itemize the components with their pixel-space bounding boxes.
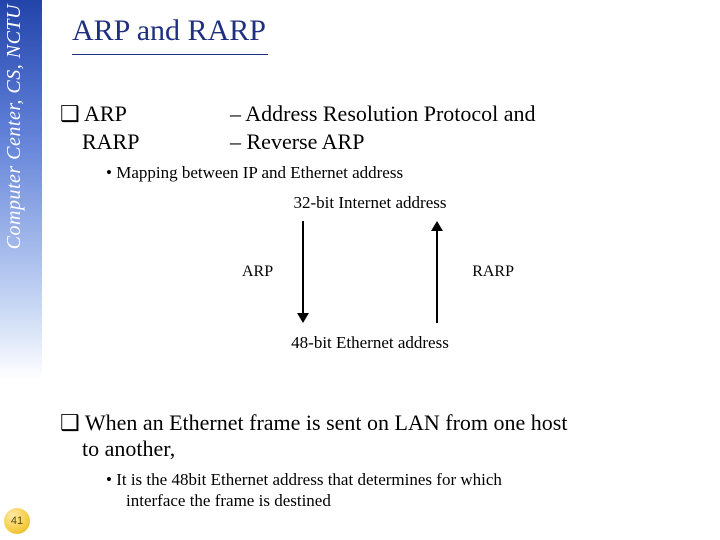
page-number-badge: 41 [4, 508, 30, 534]
arrow-arp-down [302, 221, 304, 321]
term-arp: ❑ ARP [60, 100, 230, 128]
sidebar-label: Computer Center, CS, NCTU [3, 4, 26, 249]
lower-sub-line2: interface the frame is destined [126, 490, 700, 511]
definitions-sub-bullet: • Mapping between IP and Ethernet addres… [106, 163, 680, 183]
definitions-descriptions: – Address Resolution Protocol and – Reve… [230, 100, 680, 155]
arrow-rarp-up [436, 223, 438, 323]
lower-sub-line1: • It is the 48bit Ethernet address that … [106, 469, 700, 490]
definitions-terms: ❑ ARP RARP [60, 100, 230, 155]
slide-title: ARP and RARP [72, 14, 266, 48]
lower-bullet-line2: to another, [82, 436, 700, 462]
desc-rarp: – Reverse ARP [230, 128, 680, 156]
arp-rarp-diagram: 32-bit Internet address ARP RARP 48-bit … [190, 193, 550, 353]
diagram-bottom-label: 48-bit Ethernet address [190, 333, 550, 353]
diagram-rarp-label: RARP [472, 263, 514, 281]
diagram-arp-label: ARP [242, 263, 273, 281]
diagram-top-label: 32-bit Internet address [190, 193, 550, 213]
page-number: 41 [11, 515, 23, 527]
title-underline [72, 54, 268, 55]
desc-arp: – Address Resolution Protocol and [230, 100, 680, 128]
content-lower: ❑ When an Ethernet frame is sent on LAN … [60, 410, 700, 511]
content-upper: ❑ ARP RARP – Address Resolution Protocol… [60, 100, 680, 353]
lower-bullet-line1: ❑ When an Ethernet frame is sent on LAN … [60, 410, 700, 436]
definitions-row: ❑ ARP RARP – Address Resolution Protocol… [60, 100, 680, 155]
term-rarp: RARP [82, 128, 230, 156]
